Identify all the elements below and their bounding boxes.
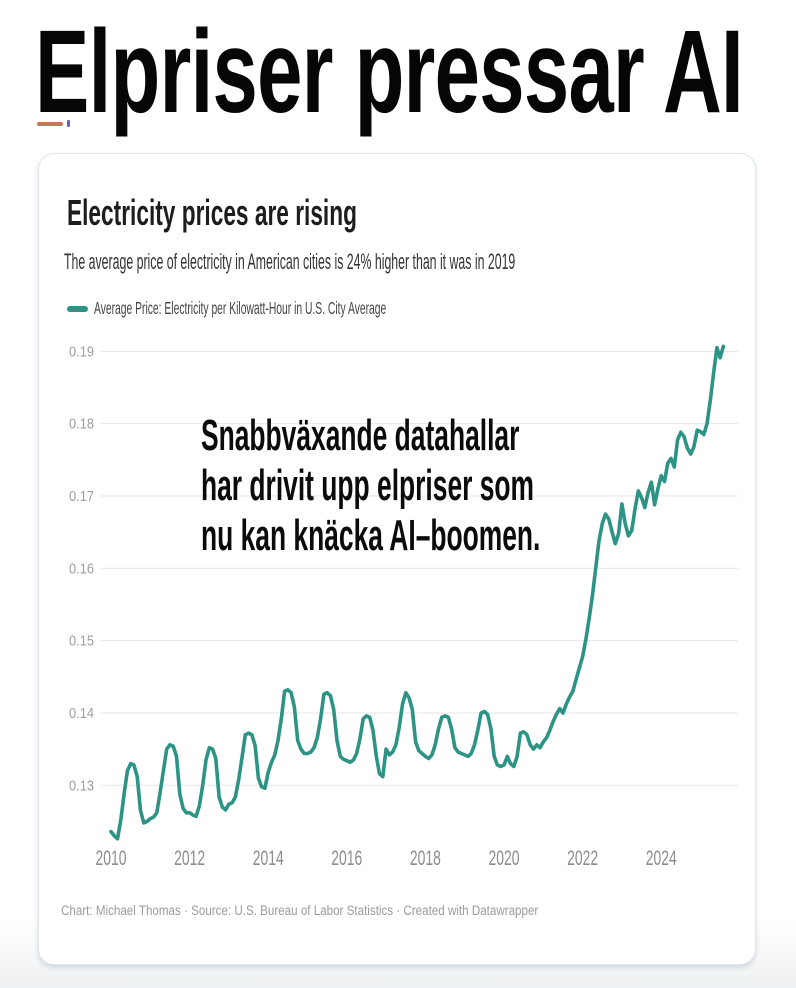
chart-footer-credits: Chart: Michael Thomas · Source: U.S. Bur…: [61, 903, 539, 918]
chart-annotation: Snabbväxande datahallar har drivit upp e…: [201, 411, 540, 561]
price-chart: 0.13 0.14 0.15 0.16 0.17 0.18 0.19 2010 2012 2014…: [69, 344, 738, 870]
chart-subtitle: The average price of electricity in Amer…: [64, 249, 516, 274]
x-tick-label: 2024: [646, 847, 677, 870]
price-line-series: [109, 344, 726, 841]
y-tick-label: 0.17: [69, 489, 94, 505]
headline-accent-dash: [37, 122, 63, 126]
x-tick-label: 2016: [331, 847, 362, 870]
chart-card: 0.13 0.14 0.15 0.16 0.17 0.18 0.19 2010 2012 2014…: [38, 153, 756, 965]
y-tick-label: 0.18: [69, 417, 94, 433]
x-tick-label: 2014: [253, 847, 284, 870]
annotation-line-2: har drivit upp elpriser som: [201, 461, 535, 510]
footnote-mark: [67, 120, 70, 127]
legend-line-swatch: [67, 306, 88, 312]
y-tick-label: 0.14: [69, 706, 94, 722]
y-tick-label: 0.13: [69, 778, 94, 794]
x-tick-label: 2010: [96, 847, 127, 870]
y-tick-label: 0.19: [69, 344, 94, 360]
y-tick-label: 0.16: [69, 561, 94, 577]
x-tick-label: 2022: [567, 847, 598, 870]
x-tick-label: 2018: [410, 847, 441, 870]
headline: Elpriser pressar AI: [35, 6, 744, 138]
annotation-line-1: Snabbväxande datahallar: [201, 411, 520, 460]
chart-title: Electricity prices are rising: [67, 192, 357, 233]
legend-label: Average Price: Electricity per Kilowatt-…: [94, 298, 387, 318]
y-tick-label: 0.15: [69, 634, 94, 650]
x-tick-label: 2020: [489, 847, 520, 870]
annotation-line-3: nu kan knäcka AI–boomen.: [201, 511, 541, 560]
x-tick-label: 2012: [174, 847, 205, 870]
